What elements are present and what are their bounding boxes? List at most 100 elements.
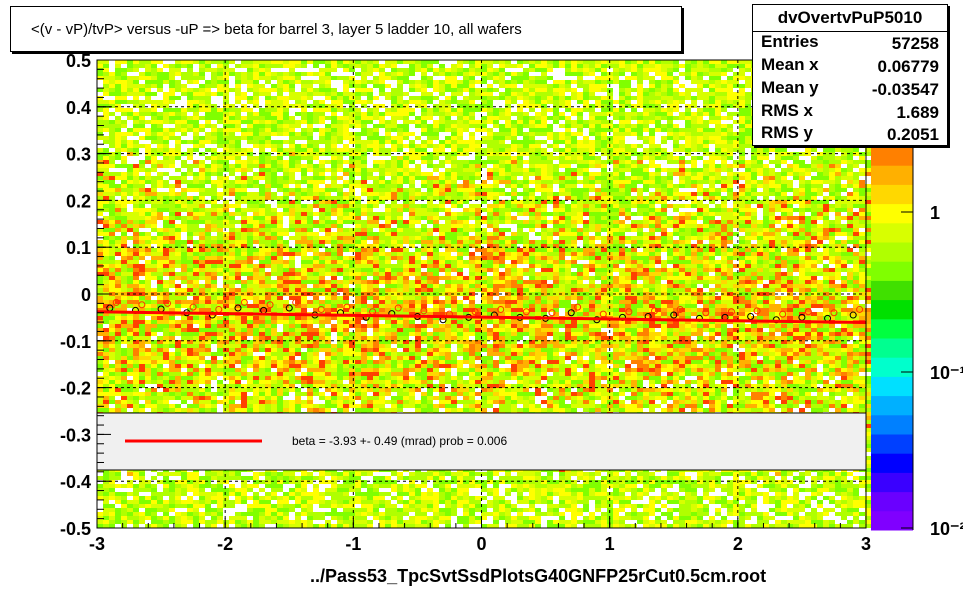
heatmap-cell	[247, 240, 253, 244]
heatmap-cell	[253, 92, 259, 96]
heatmap-cell	[427, 124, 433, 128]
heatmap-cell	[145, 168, 151, 172]
heatmap-cell	[463, 196, 469, 200]
heatmap-cell	[493, 156, 499, 160]
heatmap-cell	[445, 240, 451, 244]
heatmap-cell	[199, 208, 205, 212]
heatmap-cell	[373, 180, 379, 184]
heatmap-cell	[373, 184, 379, 188]
heatmap-cell	[217, 228, 223, 232]
heatmap-cell	[529, 156, 535, 160]
heatmap-cell	[271, 84, 277, 88]
heatmap-cell	[487, 192, 493, 196]
heatmap-cell	[169, 232, 175, 236]
heatmap-cell	[145, 212, 151, 216]
heatmap-cell	[781, 236, 787, 240]
heatmap-cell	[505, 132, 511, 136]
heatmap-cell	[595, 116, 601, 120]
heatmap-cell	[355, 144, 361, 148]
heatmap-cell	[217, 176, 223, 180]
heatmap-cell	[175, 216, 181, 220]
heatmap-cell	[811, 156, 817, 160]
heatmap-cell	[253, 112, 259, 116]
heatmap-cell	[763, 208, 769, 212]
heatmap-cell	[823, 168, 829, 172]
heatmap-cell	[463, 72, 469, 76]
heatmap-cell	[325, 196, 331, 200]
heatmap-cell	[787, 168, 793, 172]
heatmap-cell	[169, 212, 175, 216]
heatmap-cell	[721, 84, 727, 88]
heatmap-cell	[199, 216, 205, 220]
heatmap-cell	[523, 148, 529, 152]
heatmap-cell	[205, 124, 211, 128]
heatmap-cell	[475, 204, 481, 208]
heatmap-cell	[343, 68, 349, 72]
heatmap-cell	[469, 204, 475, 208]
heatmap-cell	[673, 156, 679, 160]
heatmap-cell	[385, 220, 391, 224]
heatmap-cell	[223, 204, 229, 208]
heatmap-cell	[283, 192, 289, 196]
heatmap-cell	[307, 236, 313, 240]
heatmap-cell	[343, 148, 349, 152]
heatmap-cell	[253, 228, 259, 232]
heatmap-cell	[157, 204, 163, 208]
heatmap-cell	[397, 72, 403, 76]
heatmap-cell	[325, 224, 331, 228]
heatmap-cell	[433, 188, 439, 192]
heatmap-cell	[787, 200, 793, 204]
heatmap-cell	[511, 232, 517, 236]
heatmap-cell	[199, 172, 205, 176]
heatmap-cell	[673, 136, 679, 140]
heatmap-cell	[229, 116, 235, 120]
heatmap-cell	[361, 188, 367, 192]
heatmap-cell	[601, 196, 607, 200]
heatmap-cell	[565, 108, 571, 112]
heatmap-cell	[199, 164, 205, 168]
heatmap-cell	[667, 96, 673, 100]
heatmap-cell	[259, 224, 265, 228]
heatmap-cell	[817, 240, 823, 244]
heatmap-cell	[583, 184, 589, 188]
heatmap-cell	[145, 200, 151, 204]
heatmap-cell	[283, 240, 289, 244]
heatmap-cell	[691, 160, 697, 164]
heatmap-cell	[673, 64, 679, 68]
heatmap-cell	[541, 92, 547, 96]
heatmap-cell	[163, 228, 169, 232]
heatmap-cell	[343, 120, 349, 124]
heatmap-cell	[445, 156, 451, 160]
heatmap-cell	[559, 160, 565, 164]
heatmap-cell	[655, 172, 661, 176]
heatmap-cell	[745, 232, 751, 236]
heatmap-cell	[739, 176, 745, 180]
heatmap-cell	[637, 232, 643, 236]
heatmap-cell	[847, 184, 853, 188]
heatmap-cell	[505, 212, 511, 216]
heatmap-cell	[619, 220, 625, 224]
heatmap-cell	[415, 80, 421, 84]
heatmap-cell	[337, 192, 343, 196]
heatmap-cell	[319, 112, 325, 116]
heatmap-cell	[835, 224, 841, 228]
heatmap-cell	[415, 232, 421, 236]
heatmap-cell	[241, 148, 247, 152]
heatmap-cell	[451, 140, 457, 144]
heatmap-cell	[517, 116, 523, 120]
heatmap-cell	[757, 144, 763, 148]
heatmap-cell	[391, 144, 397, 148]
heatmap-cell	[331, 236, 337, 240]
heatmap-cell	[331, 140, 337, 144]
heatmap-cell	[277, 112, 283, 116]
heatmap-cell	[397, 168, 403, 172]
heatmap-cell	[121, 72, 127, 76]
heatmap-cell	[763, 240, 769, 244]
heatmap-cell	[223, 192, 229, 196]
heatmap-cell	[415, 228, 421, 232]
heatmap-cell	[289, 228, 295, 232]
heatmap-cell	[181, 160, 187, 164]
heatmap-cell	[409, 180, 415, 184]
heatmap-cell	[661, 208, 667, 212]
heatmap-cell	[457, 172, 463, 176]
